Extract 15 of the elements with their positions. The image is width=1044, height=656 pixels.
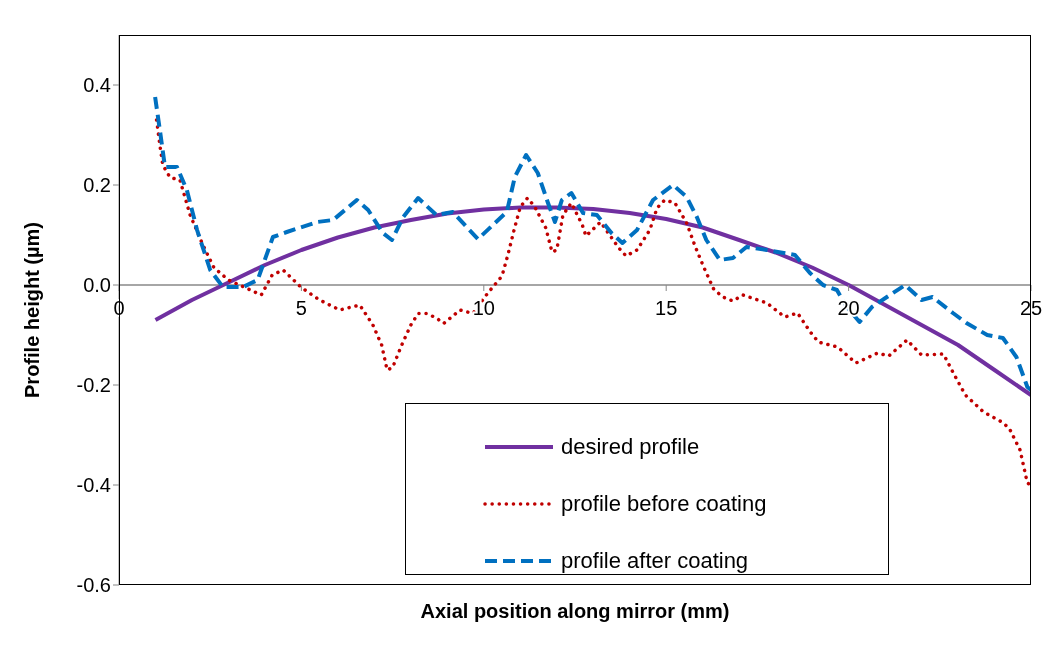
legend-label: profile before coating bbox=[561, 490, 767, 517]
x-tick-label: 15 bbox=[655, 297, 678, 319]
y-tick-label: 0.0 bbox=[83, 274, 111, 297]
y-tick-label: -0.4 bbox=[76, 474, 111, 497]
x-tick-label: 10 bbox=[472, 297, 495, 319]
y-tick-label: -0.6 bbox=[76, 574, 111, 597]
x-tick-label: 20 bbox=[837, 297, 860, 319]
x-tick-label: 5 bbox=[295, 297, 307, 319]
x-axis-title: Axial position along mirror (mm) bbox=[420, 600, 730, 623]
y-axis-title: Profile height (µm) bbox=[20, 222, 44, 398]
y-tick-label: -0.2 bbox=[76, 374, 111, 397]
legend-label: desired profile bbox=[561, 433, 700, 460]
y-tick-label: 0.4 bbox=[83, 74, 111, 97]
y-tick-label: 0.2 bbox=[83, 174, 111, 197]
legend-label: profile after coating bbox=[561, 547, 749, 574]
